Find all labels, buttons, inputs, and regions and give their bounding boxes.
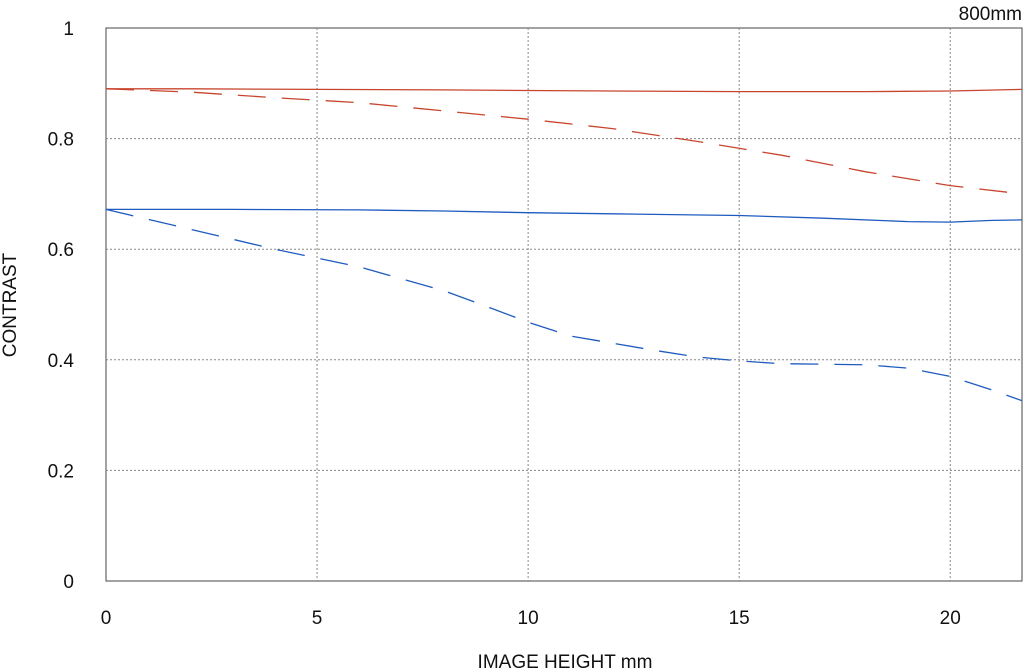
series-line-4-dashed	[105, 208, 1023, 402]
plot-frame	[105, 27, 1023, 582]
y-tick-label: 0.2	[48, 461, 74, 482]
x-tick-label: 10	[518, 608, 539, 629]
y-tick-label: 0.4	[48, 351, 75, 372]
corner-note: 800mm	[959, 4, 1022, 25]
x-tick-label: 0	[101, 608, 112, 629]
x-tick-label: 20	[940, 608, 961, 629]
series-line-1-solid	[106, 88, 1023, 93]
x-tick-labels: 0 5 10 15 20	[101, 608, 961, 629]
series-group	[105, 88, 1023, 402]
x-tick-label: 15	[729, 608, 750, 629]
series-line-2-dashed	[105, 88, 1023, 195]
y-tick-label: 0.8	[48, 130, 74, 151]
x-tick-label: 5	[312, 608, 323, 629]
y-tick-label: 0.6	[48, 240, 74, 261]
y-tick-label: 0	[63, 572, 74, 593]
y-tick-labels: 0 0.2 0.4 0.6 0.8 1	[48, 19, 75, 593]
y-axis-title: CONTRAST	[0, 252, 21, 357]
y-tick-label: 1	[63, 19, 74, 40]
grid	[106, 28, 1022, 581]
x-axis-title: IMAGE HEIGHT mm	[478, 652, 653, 672]
series-line-3-solid	[106, 208, 1023, 223]
